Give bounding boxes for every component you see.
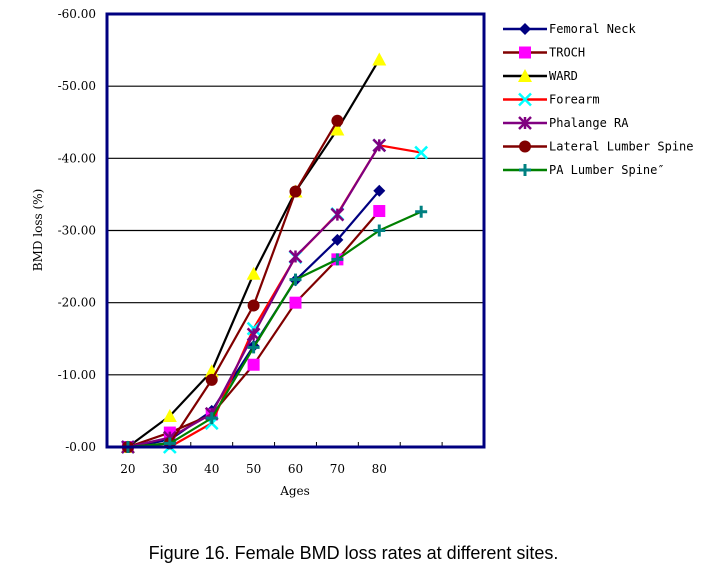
marker-square — [519, 46, 531, 59]
triangle-marker — [372, 52, 387, 66]
marker-circle — [205, 373, 218, 386]
y-tick-label: -0.00 — [65, 440, 96, 454]
series-femoral-neck — [121, 184, 386, 453]
marker-diamond — [331, 233, 344, 246]
x-tick-label: 40 — [204, 462, 219, 476]
legend-item: Lateral Lumber Spine — [503, 140, 694, 154]
x-tick-label: 60 — [288, 462, 303, 476]
legend-label: PA Lumber Spine″ — [549, 163, 665, 177]
grid-lines — [107, 85, 484, 376]
circle-marker — [519, 140, 531, 153]
chart: -0.00 -10.00 -20.00 -30.00 -40.00 -50.00 -60.0… — [31, 7, 694, 498]
marker-plus — [331, 253, 344, 266]
diamond-marker — [331, 233, 344, 246]
marker-circle — [331, 114, 344, 127]
triangle-marker — [162, 408, 177, 422]
legend-label: Forearm — [549, 93, 600, 107]
marker-circle — [247, 299, 260, 312]
marker-circle — [289, 185, 302, 198]
y-tick-label: -20.00 — [58, 296, 96, 310]
diamond-marker — [519, 23, 531, 35]
marker-star — [246, 327, 261, 342]
figure-caption: Figure 16. Female BMD loss rates at diff… — [148, 543, 559, 563]
diamond-marker — [373, 184, 386, 197]
x-tick-label: 20 — [120, 462, 135, 476]
marker-diamond — [373, 184, 386, 197]
y-tick-label: -40.00 — [58, 151, 96, 165]
legend-item: Phalange RA — [503, 116, 629, 130]
square-marker — [289, 296, 302, 309]
marker-square — [289, 296, 302, 309]
triangle-marker — [518, 69, 532, 82]
y-tick-label: -30.00 — [58, 224, 96, 238]
legend-label: WARD — [549, 69, 578, 83]
marker-plus — [247, 341, 260, 354]
marker-triangle — [372, 52, 387, 66]
marker-square — [247, 358, 260, 371]
circle-marker — [205, 373, 218, 386]
square-marker — [247, 358, 260, 371]
legend-item: TROCH — [503, 46, 585, 60]
y-tick-label: -10.00 — [58, 368, 96, 382]
triangle-marker — [246, 266, 261, 280]
marker-triangle — [162, 408, 177, 422]
plot-frame — [105, 12, 486, 449]
marker-star — [518, 116, 532, 130]
series-lateral-lumber-spine — [121, 114, 344, 453]
series-line — [127, 210, 422, 449]
marker-plus — [415, 205, 428, 218]
y-tick-label: -60.00 — [58, 7, 96, 21]
circle-marker — [331, 114, 344, 127]
marker-triangle — [246, 266, 261, 280]
x-marker-stroke — [518, 92, 532, 107]
legend-label: Phalange RA — [549, 116, 629, 130]
marker-star — [330, 207, 345, 222]
x-tick-label: 30 — [162, 462, 177, 476]
series-phalange-ra — [121, 138, 387, 454]
marker-square — [373, 205, 386, 218]
marker-plus — [519, 164, 531, 176]
legend-label: TROCH — [549, 46, 585, 60]
x-axis-title: Ages — [279, 484, 310, 498]
series-line — [127, 144, 381, 449]
marker-x — [518, 92, 532, 107]
marker-triangle — [330, 122, 345, 136]
series-layer — [120, 52, 429, 454]
y-tick-labels: -0.00 -10.00 -20.00 -30.00 -40.00 -50.00 -60.0… — [58, 7, 96, 454]
series-pa-lumber-spine — [121, 205, 428, 453]
square-marker — [519, 46, 531, 59]
square-marker — [373, 205, 386, 218]
y-tick-label: -50.00 — [58, 79, 96, 93]
marker-star — [288, 249, 303, 264]
marker-plus — [205, 412, 218, 425]
marker-circle — [519, 140, 531, 153]
y-axis-title: BMD loss (%) — [31, 189, 45, 272]
legend: Femoral Neck TROCH WARD Forearm Phalange RA L… — [503, 22, 694, 177]
series-line — [127, 120, 339, 449]
marker-diamond — [519, 23, 531, 35]
series-line — [127, 190, 381, 449]
marker-star — [372, 138, 387, 153]
legend-item: Forearm — [503, 93, 600, 107]
marker-x — [414, 145, 429, 160]
marker-plus — [289, 273, 302, 286]
x-tick-label: 70 — [330, 462, 345, 476]
x-tick-labels: 20 30 40 50 60 70 80 — [120, 462, 387, 476]
circle-marker — [247, 299, 260, 312]
legend-label: Lateral Lumber Spine — [549, 140, 694, 154]
triangle-marker — [330, 122, 345, 136]
marker-triangle — [518, 69, 532, 82]
legend-item: Femoral Neck — [503, 22, 636, 36]
legend-item: PA Lumber Spine″ — [503, 163, 665, 177]
x-tick-label: 80 — [372, 462, 387, 476]
legend-label: Femoral Neck — [549, 22, 636, 36]
legend-item: WARD — [503, 69, 578, 83]
circle-marker — [289, 185, 302, 198]
x-marker-stroke — [414, 145, 429, 160]
x-tick-label: 50 — [246, 462, 261, 476]
marker-plus — [373, 224, 386, 237]
